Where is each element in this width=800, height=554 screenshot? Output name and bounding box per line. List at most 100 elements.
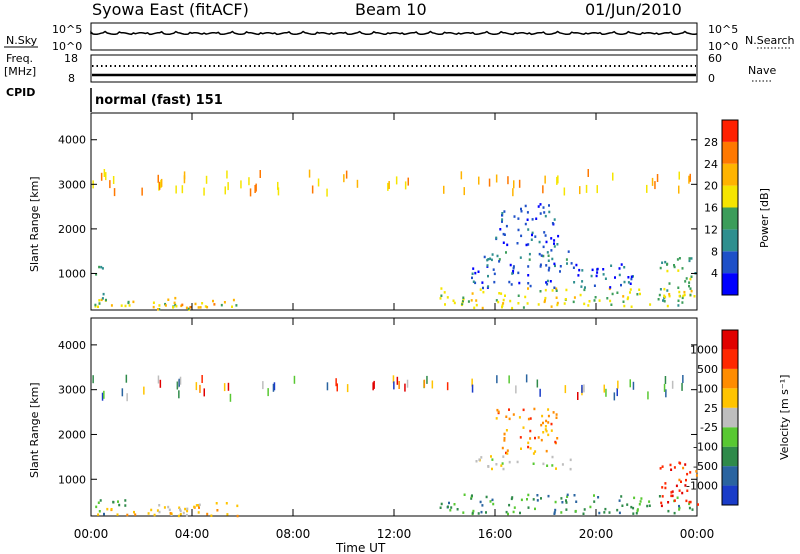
data-cell: [185, 306, 188, 310]
data-cell: [124, 304, 127, 308]
data-cell: [679, 462, 682, 465]
colorbar-swatch: [722, 330, 738, 350]
freq-tick-low: 8: [68, 72, 75, 85]
data-cell: [553, 242, 555, 245]
data-cell: [456, 508, 459, 511]
data-cell: [538, 252, 541, 256]
data-cell: [236, 514, 239, 518]
data-cell: [527, 265, 530, 268]
data-cell: [561, 501, 564, 504]
data-cell: [404, 383, 406, 392]
data-cell: [579, 186, 581, 195]
data-cell: [98, 299, 101, 302]
data-cell: [262, 381, 264, 390]
data-cell: [163, 506, 166, 509]
data-cell: [501, 212, 504, 215]
data-cell: [555, 467, 557, 470]
colorbar-swatch: [722, 251, 738, 274]
data-cell: [693, 295, 696, 298]
data-cell: [387, 182, 389, 191]
data-cell: [203, 388, 205, 397]
data-cell: [661, 495, 664, 498]
data-cell: [537, 205, 540, 208]
data-cell: [462, 299, 464, 303]
colorbar-tick-label: -1000: [686, 480, 718, 493]
data-cell: [164, 304, 167, 307]
data-cell: [606, 297, 609, 300]
data-cell: [495, 236, 498, 240]
data-cell: [471, 276, 473, 280]
data-cell: [255, 183, 257, 192]
velocity-ylabel: Slant Range [km]: [28, 382, 41, 478]
data-cell: [544, 288, 547, 292]
data-cell: [539, 265, 542, 268]
x-tick-label: 04:00: [175, 527, 210, 541]
data-cell: [678, 478, 681, 482]
data-cell: [635, 512, 638, 515]
data-cell: [510, 283, 513, 286]
data-cell: [308, 169, 311, 178]
data-cell: [529, 447, 532, 450]
data-cell: [178, 378, 180, 387]
data-cell: [681, 382, 683, 391]
data-cell: [584, 286, 586, 289]
data-cell: [580, 285, 583, 288]
data-cell: [531, 233, 533, 237]
data-cell: [565, 501, 568, 504]
data-cell: [618, 273, 621, 277]
data-cell: [656, 174, 659, 182]
data-cell: [663, 300, 666, 303]
data-cell: [201, 375, 203, 383]
data-cell: [492, 268, 495, 271]
data-cell: [487, 258, 490, 261]
data-cell: [511, 306, 514, 310]
y-tick-label: 3000: [58, 384, 86, 397]
data-cell: [124, 499, 127, 502]
data-cell: [103, 512, 105, 516]
data-cell: [593, 299, 596, 302]
data-cell: [440, 294, 443, 297]
data-cell: [680, 480, 682, 483]
colorbar-swatch: [722, 388, 738, 408]
data-cell: [126, 393, 128, 402]
data-cell: [181, 303, 184, 307]
data-cell: [613, 392, 616, 401]
data-cell: [482, 286, 484, 290]
data-cell: [678, 489, 681, 492]
data-cell: [157, 174, 159, 183]
data-cell: [688, 175, 690, 184]
data-cell: [272, 383, 275, 392]
data-cell: [682, 466, 685, 470]
data-cell: [487, 465, 490, 468]
data-cell: [164, 302, 167, 306]
data-cell: [551, 464, 554, 467]
data-cell: [536, 494, 539, 497]
data-cell: [336, 383, 338, 392]
data-cell: [485, 511, 487, 514]
data-cell: [647, 391, 649, 400]
data-cell: [169, 512, 172, 515]
noise-trace: [90, 30, 698, 36]
data-cell: [669, 463, 672, 467]
data-cell: [517, 302, 520, 305]
data-cell: [505, 429, 508, 432]
data-cell: [507, 512, 509, 516]
data-cell: [273, 382, 276, 391]
data-cell: [520, 210, 523, 213]
data-cell: [185, 513, 188, 517]
data-cell: [395, 176, 398, 185]
data-cell: [629, 282, 632, 285]
data-cell: [668, 282, 671, 285]
data-cell: [175, 305, 178, 308]
data-cell: [404, 181, 407, 190]
data-cell: [472, 509, 475, 513]
data-cell: [311, 185, 314, 194]
data-cell: [498, 292, 501, 295]
data-cell: [485, 495, 488, 499]
colorbar-swatch: [722, 466, 738, 486]
data-cell: [181, 185, 184, 194]
data-cell: [174, 303, 177, 307]
data-cell: [689, 287, 692, 290]
data-cell: [673, 511, 676, 515]
data-cell: [157, 308, 159, 311]
